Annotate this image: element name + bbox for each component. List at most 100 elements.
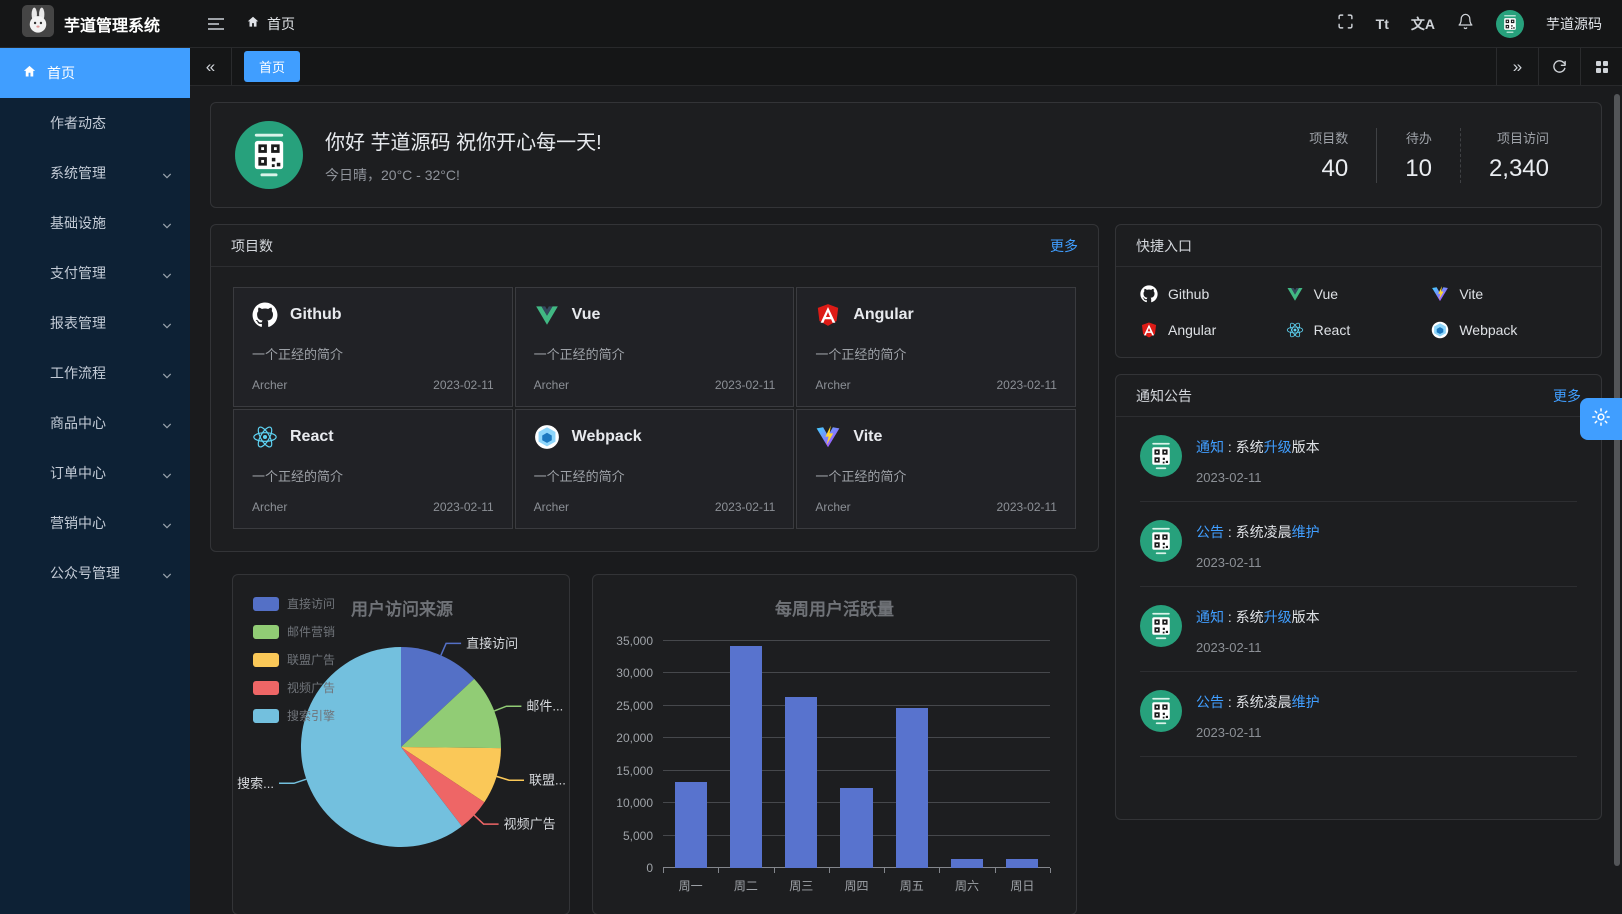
- y-axis-label: 5,000: [622, 828, 653, 843]
- notice-body: 公告 : 系统凌晨维护 2023-02-11: [1196, 520, 1320, 570]
- sidebar-item-2[interactable]: 系统管理: [0, 148, 190, 198]
- sidebar-item-6[interactable]: 工作流程: [0, 348, 190, 398]
- notice-title: 公告 : 系统凌晨维护: [1196, 694, 1320, 710]
- quick-link-react[interactable]: React: [1286, 321, 1432, 339]
- fullscreen-icon[interactable]: [1337, 13, 1354, 35]
- legend-item-搜索引擎[interactable]: 搜索引擎: [253, 707, 335, 724]
- notice-avatar: [1140, 520, 1182, 570]
- project-card-vite[interactable]: Vite 一个正经的简介 Archer 2023-02-11: [796, 409, 1076, 529]
- project-author: Archer: [252, 378, 288, 392]
- stat-label: 待办: [1405, 130, 1432, 146]
- sidebar-item-3[interactable]: 基础设施: [0, 198, 190, 248]
- legend-item-视频广告[interactable]: 视频广告: [253, 679, 335, 696]
- sidebar-item-8[interactable]: 订单中心: [0, 448, 190, 498]
- project-card-vue[interactable]: Vue 一个正经的简介 Archer 2023-02-11: [514, 287, 795, 407]
- github-icon: [252, 302, 278, 328]
- sidebar-item-10[interactable]: 公众号管理: [0, 548, 190, 598]
- sidebar-item-1[interactable]: 作者动态: [0, 98, 190, 148]
- project-card-angular[interactable]: Angular 一个正经的简介 Archer 2023-02-11: [796, 287, 1076, 407]
- breadcrumb[interactable]: 首页: [246, 14, 295, 34]
- pie-chart: 直接访问邮件...联盟...视频广告搜索...: [237, 636, 566, 847]
- sidebar-item-label: 系统管理: [50, 165, 106, 181]
- project-card-webpack[interactable]: Webpack 一个正经的简介 Archer 2023-02-11: [514, 409, 795, 529]
- charts-row: 直接访问 邮件营销 联盟广告 视频广告 搜索引擎 用户访问来源 直接访问 邮件... 联盟.…: [210, 574, 1099, 914]
- hamburger-menu-icon[interactable]: [208, 17, 224, 30]
- sidebar-item-home[interactable]: 首页: [0, 48, 190, 98]
- bar-周日: [1006, 859, 1039, 868]
- webpack-icon: [534, 424, 560, 450]
- x-axis-label: 周一: [678, 879, 703, 893]
- pie-chart-card: 直接访问 邮件营销 联盟广告 视频广告 搜索引擎 用户访问来源 直接访问 邮件... 联盟.…: [232, 574, 570, 914]
- quick-link-label: Webpack: [1459, 322, 1518, 338]
- x-axis-tick: [994, 868, 996, 873]
- legend-item-联盟广告[interactable]: 联盟广告: [253, 651, 335, 668]
- legend-marker: [253, 708, 279, 723]
- tab-home[interactable]: 首页: [244, 51, 301, 82]
- project-footer: Archer 2023-02-11: [534, 500, 776, 514]
- project-description: 一个正经的简介: [252, 469, 344, 484]
- notice-item-2[interactable]: 通知 : 系统升级版本 2023-02-11: [1140, 587, 1577, 672]
- project-footer: Archer 2023-02-11: [252, 500, 494, 514]
- sidebar-item-5[interactable]: 报表管理: [0, 298, 190, 348]
- locale-icon[interactable]: 文A: [1410, 15, 1435, 32]
- notice-title: 通知 : 系统升级版本: [1196, 609, 1320, 625]
- sidebar-item-label: 工作流程: [50, 365, 106, 381]
- stat-1: 待办 10: [1376, 127, 1460, 183]
- settings-gear-button[interactable]: [1580, 398, 1622, 440]
- project-card-github[interactable]: Github 一个正经的简介 Archer 2023-02-11: [233, 287, 513, 407]
- legend-marker: [253, 624, 279, 639]
- bar-chart-plot: 0 5,000 10,000 15,000 20,000 25,000 30,000 35,0…: [616, 634, 1051, 893]
- legend-label: 搜索引擎: [287, 709, 336, 723]
- notice-avatar: [1140, 605, 1182, 655]
- project-card-react[interactable]: React 一个正经的简介 Archer 2023-02-11: [233, 409, 513, 529]
- legend-marker: [253, 652, 279, 667]
- chevron-down-icon: [162, 368, 172, 379]
- notice-body: 公告 : 系统凌晨维护 2023-02-11: [1196, 690, 1320, 740]
- bell-icon[interactable]: [1457, 13, 1474, 35]
- quick-link-label: Vite: [1459, 286, 1484, 302]
- notice-item-3[interactable]: 公告 : 系统凌晨维护 2023-02-11: [1140, 672, 1577, 757]
- x-axis-labels: 周一 周二 周三 周四 周五 周六 周日: [663, 868, 1050, 894]
- notice-item-1[interactable]: 公告 : 系统凌晨维护 2023-02-11: [1140, 502, 1577, 587]
- font-size-icon[interactable]: Tt: [1375, 15, 1389, 32]
- vertical-scrollbar[interactable]: [1614, 94, 1620, 866]
- notices-title: 通知公告: [1136, 387, 1192, 404]
- github-icon: [1140, 285, 1158, 303]
- sidebar-item-4[interactable]: 支付管理: [0, 248, 190, 298]
- refresh-icon[interactable]: [1538, 48, 1580, 85]
- y-axis-label: 10,000: [616, 796, 653, 811]
- projects-more-link[interactable]: 更多: [1050, 237, 1078, 254]
- legend-item-直接访问[interactable]: 直接访问: [253, 595, 335, 612]
- project-name-row: Vue: [534, 302, 776, 328]
- gridline: [663, 640, 1050, 641]
- sidebar-item-label: 报表管理: [50, 315, 106, 331]
- bar-周三: [785, 697, 818, 868]
- brand[interactable]: 芋道管理系统: [0, 5, 190, 42]
- chevron-down-icon: [162, 568, 172, 579]
- sidebar-item-label: 基础设施: [50, 215, 106, 231]
- notices-more-link[interactable]: 更多: [1553, 387, 1581, 404]
- notice-item-0[interactable]: 通知 : 系统升级版本 2023-02-11: [1140, 417, 1577, 502]
- quick-link-webpack[interactable]: Webpack: [1431, 321, 1577, 339]
- quick-link-vite[interactable]: Vite: [1431, 285, 1577, 303]
- app-header: 芋道管理系统 首页 Tt 文A 芋道源码: [0, 0, 1622, 48]
- user-avatar[interactable]: [1496, 9, 1524, 38]
- chevron-down-icon: [162, 518, 172, 529]
- quick-link-github[interactable]: Github: [1140, 285, 1286, 303]
- collapse-tabs-icon[interactable]: «: [190, 48, 232, 85]
- quick-link-angular[interactable]: Angular: [1140, 321, 1286, 339]
- bar-slot-周六: [939, 641, 994, 868]
- sidebar-item-7[interactable]: 商品中心: [0, 398, 190, 448]
- bars-container: [663, 641, 1050, 868]
- project-name: Angular: [853, 306, 914, 323]
- user-name[interactable]: 芋道源码: [1546, 15, 1602, 32]
- layout-grid-icon[interactable]: [1580, 48, 1622, 85]
- angular-icon: [815, 302, 841, 328]
- legend-item-邮件营销[interactable]: 邮件营销: [253, 623, 335, 640]
- notice-title: 通知 : 系统升级版本: [1196, 439, 1320, 455]
- legend-marker: [253, 596, 279, 611]
- expand-tabs-icon[interactable]: »: [1496, 48, 1538, 85]
- quick-link-vue[interactable]: Vue: [1286, 285, 1432, 303]
- x-axis-tick: [663, 868, 664, 873]
- sidebar-item-9[interactable]: 营销中心: [0, 498, 190, 548]
